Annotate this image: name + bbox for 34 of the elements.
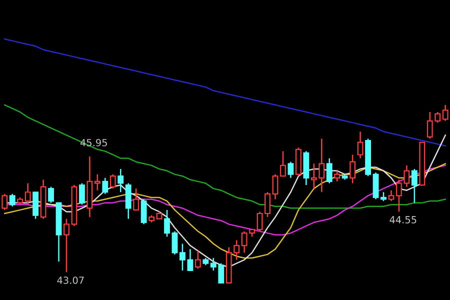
candlestick xyxy=(9,193,16,207)
candlestick xyxy=(172,230,178,256)
candlestick xyxy=(187,248,194,272)
candlestick xyxy=(48,186,54,204)
candlestick xyxy=(388,190,394,202)
candlestick xyxy=(140,198,147,225)
candlestick xyxy=(164,209,170,238)
candlestick xyxy=(32,192,39,220)
candlestick xyxy=(79,182,85,206)
candlestick xyxy=(125,182,132,220)
candlestick xyxy=(326,158,332,184)
candlestick xyxy=(194,250,201,270)
candlestick xyxy=(280,150,286,177)
candlestick xyxy=(256,211,263,232)
candlestick xyxy=(350,154,356,184)
candlestick xyxy=(118,168,124,193)
candlestick xyxy=(264,192,270,218)
candlestick xyxy=(372,172,379,200)
candlestick xyxy=(110,174,116,190)
annotation: 43.07 xyxy=(57,276,84,284)
candlestick xyxy=(24,182,31,206)
candlestick xyxy=(180,243,186,272)
candlestick xyxy=(102,177,108,195)
candlestick xyxy=(288,161,294,179)
candlestick xyxy=(64,218,70,273)
candlestick xyxy=(357,130,364,159)
candlestick xyxy=(334,170,340,182)
candlestick xyxy=(442,104,448,122)
candlestick xyxy=(94,174,100,191)
candlestick xyxy=(272,174,278,200)
annotation: 44.55 xyxy=(390,216,416,224)
candlestick xyxy=(133,188,140,211)
candlestick xyxy=(411,168,418,204)
candlestick xyxy=(2,193,8,211)
